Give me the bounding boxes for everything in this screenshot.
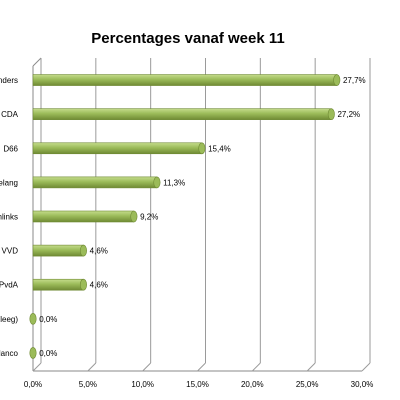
floor-gridline: [87, 362, 97, 372]
data-label: 27,7%: [343, 76, 366, 85]
data-label: 9,2%: [140, 213, 158, 222]
bar-body: [32, 108, 332, 120]
floor-gridline: [32, 362, 42, 372]
bar-body: [32, 142, 203, 155]
bar-body: [32, 74, 338, 86]
bar: [32, 244, 87, 257]
data-label: 11,3%: [163, 178, 185, 187]
x-tick-label: 0,0%: [24, 380, 42, 389]
floor-gridline: [361, 362, 371, 372]
chart-bars: [29, 74, 341, 359]
bar-cap: [79, 244, 87, 257]
bar: [32, 210, 138, 223]
category-label: elang: [0, 178, 18, 187]
bar: [29, 347, 37, 359]
category-label: D66: [3, 144, 18, 153]
bar-body: [32, 210, 135, 223]
axis-corner: [32, 57, 42, 67]
bar: [32, 108, 335, 120]
x-tick-label: 15,0%: [186, 380, 209, 389]
bar-cap: [198, 142, 206, 155]
category-label: anders: [0, 76, 18, 85]
category-label: CDA: [1, 110, 19, 119]
category-label: nlinks: [0, 213, 18, 222]
x-tick-label: 30,0%: [351, 380, 374, 389]
bar-cap: [29, 347, 37, 359]
floor-gridline: [197, 362, 206, 372]
bar-body: [32, 244, 84, 257]
bar: [29, 313, 37, 325]
bar-cap: [29, 313, 37, 325]
floor-gridline: [306, 362, 316, 372]
bar-body: [32, 176, 158, 189]
data-label: 15,4%: [208, 144, 231, 153]
bar-cap: [153, 176, 161, 189]
category-label: lanco: [0, 349, 19, 358]
bar: [32, 278, 87, 291]
floor-gridline: [142, 362, 152, 372]
category-label: VVD: [2, 247, 19, 256]
bar-cap: [327, 108, 335, 120]
x-tick-label: 5,0%: [79, 380, 97, 389]
bar-cap: [333, 74, 341, 86]
bar-cap: [130, 210, 138, 223]
data-label: 4,6%: [90, 247, 108, 256]
chart-title: Percentages vanaf week 11: [91, 30, 284, 47]
data-label: 0,0%: [39, 315, 57, 324]
x-tick-label: 10,0%: [131, 380, 154, 389]
category-label: PvdA: [0, 281, 19, 290]
bar-body: [32, 278, 84, 291]
data-label: 0,0%: [39, 349, 57, 358]
category-label: (leeg): [0, 315, 18, 324]
bar: [32, 74, 341, 86]
bar-cap: [79, 278, 87, 291]
bar: [32, 176, 161, 189]
x-tick-label: 20,0%: [241, 380, 264, 389]
chart-labels: 0,0% 5,0% 10,0% 15,0% 20,0% 25,0% 30,0% 27,7% an…: [0, 76, 373, 389]
floor-gridline: [251, 362, 261, 372]
data-label: 4,6%: [90, 281, 108, 290]
x-tick-label: 25,0%: [296, 380, 319, 389]
bar: [32, 142, 206, 155]
data-label: 27,2%: [337, 110, 360, 119]
